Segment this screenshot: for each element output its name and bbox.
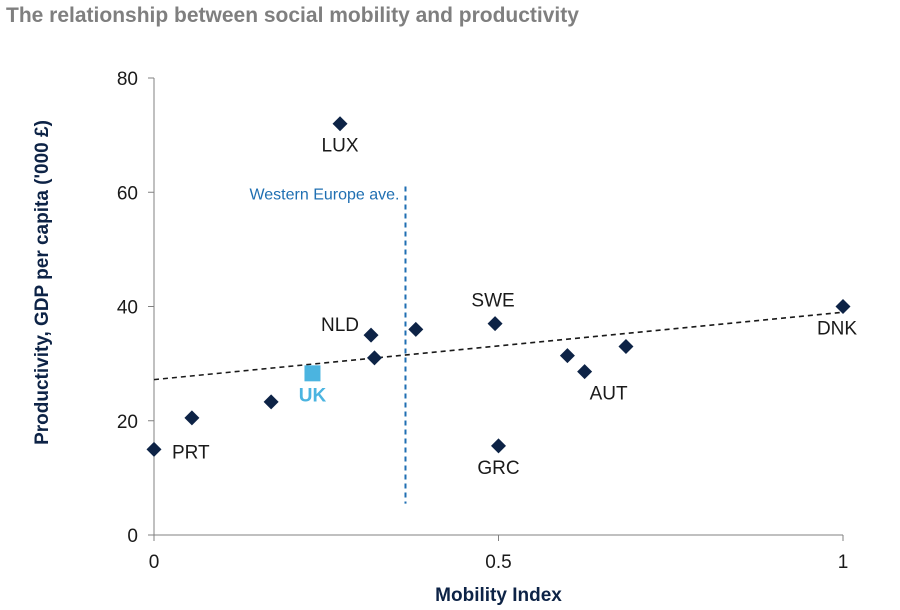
y-tick-label: 0 <box>127 526 138 547</box>
data-point <box>332 116 348 132</box>
data-point <box>263 394 279 410</box>
x-axis-title: Mobility Index <box>435 585 562 606</box>
data-point <box>487 316 503 332</box>
y-tick-label: 20 <box>117 412 138 433</box>
y-tick-label: 80 <box>117 69 138 90</box>
y-axis-title: Productivity, GDP per capita ('000 £) <box>32 120 53 445</box>
chart-title: The relationship between social mobility… <box>6 4 579 27</box>
data-point <box>366 350 382 366</box>
x-tick-label: 0.5 <box>485 552 511 573</box>
data-point-label: PRT <box>172 442 210 463</box>
data-point <box>618 338 634 354</box>
data-point-label: LUX <box>322 136 359 157</box>
data-point-label: GRC <box>477 458 519 479</box>
data-point-label: NLD <box>321 315 359 336</box>
data-point-label: AUT <box>590 384 628 405</box>
x-tick-label: 0 <box>149 552 160 573</box>
data-point-label: UK <box>299 385 327 406</box>
data-point <box>408 321 424 337</box>
data-point <box>491 438 506 454</box>
trend-line <box>153 311 844 381</box>
data-point <box>363 327 379 343</box>
data-point <box>184 410 200 426</box>
y-tick-label: 60 <box>117 183 138 204</box>
data-point-highlight <box>304 365 321 382</box>
data-point <box>146 441 162 457</box>
data-point-label: SWE <box>471 291 514 312</box>
data-point <box>577 364 593 380</box>
reference-line-label: Western Europe ave. <box>249 187 399 204</box>
y-tick-label: 40 <box>117 298 138 319</box>
data-point <box>835 299 851 314</box>
data-point-label: DNK <box>817 319 857 340</box>
data-point <box>559 348 575 364</box>
x-tick-label: 1 <box>838 552 849 573</box>
